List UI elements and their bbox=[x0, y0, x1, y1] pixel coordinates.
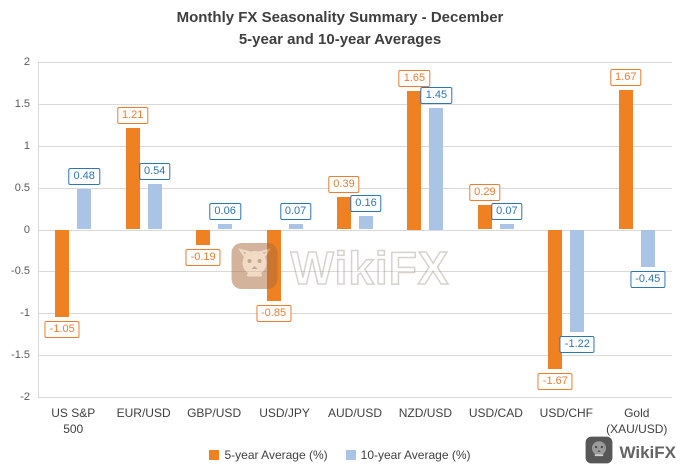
bar-10yr-nzd/usd bbox=[429, 108, 444, 230]
value-label-5yr-usd/cad: 0.29 bbox=[469, 184, 501, 202]
bar-5yr-eur/usd bbox=[125, 128, 140, 230]
y-tick-label-0.5: 0.5 bbox=[14, 181, 30, 194]
x-axis-label-aud/usd: AUD/USD bbox=[327, 406, 382, 420]
bar-5yr-gold-(xau/usd) bbox=[618, 89, 633, 230]
y-tick-label-2: 2 bbox=[23, 56, 30, 68]
gridline-1.5 bbox=[38, 103, 672, 105]
value-label-10yr-nzd/usd: 1.45 bbox=[420, 87, 453, 105]
bar-10yr-gbp/usd bbox=[218, 224, 233, 230]
gridline--1 bbox=[38, 313, 672, 315]
legend-label-5-year: 5-year Average (%) bbox=[224, 448, 328, 462]
x-axis-label-nzd/usd: NZD/USD bbox=[398, 406, 453, 420]
gridline-2 bbox=[38, 62, 672, 63]
x-axis-label-usd/chf: USD/CHF bbox=[539, 406, 593, 420]
y-tick-label--2: -2 bbox=[20, 391, 30, 403]
bar-10yr-aud/usd bbox=[359, 216, 373, 230]
bar-5yr-aud/usd bbox=[337, 196, 351, 230]
x-axis-label-usd/jpy: USD/JPY bbox=[259, 406, 310, 420]
legend-label-10-year: 10-year Average (%) bbox=[360, 448, 471, 462]
value-label-10yr-usd/jpy: 0.07 bbox=[279, 202, 312, 220]
bar-10yr-us-s&p-500 bbox=[77, 189, 92, 230]
x-axis-label-gbp/usd: GBP/USD bbox=[187, 406, 242, 420]
chart-title: Monthly FX Seasonality Summary - Decembe… bbox=[0, 7, 680, 51]
chart-title-line1: Monthly FX Seasonality Summary - Decembe… bbox=[176, 9, 504, 26]
value-label-10yr-gold-(xau/usd): -0.45 bbox=[630, 271, 666, 289]
legend-swatch-5-year bbox=[209, 450, 220, 460]
bar-10yr-usd/chf bbox=[570, 229, 585, 332]
bar-5yr-usd/cad bbox=[477, 205, 492, 230]
y-tick-label-0: 0 bbox=[23, 223, 30, 236]
y-tick-label--1.5: -1.5 bbox=[11, 349, 30, 362]
value-label-5yr-usd/jpy: -0.85 bbox=[256, 304, 292, 322]
value-label-10yr-eur/usd: 0.54 bbox=[138, 163, 171, 181]
bar-5yr-usd/chf bbox=[548, 229, 563, 370]
value-label-10yr-usd/cad: 0.07 bbox=[491, 202, 523, 220]
gridline--1.5 bbox=[38, 355, 672, 357]
value-label-10yr-aud/usd: 0.16 bbox=[350, 195, 382, 213]
y-tick-label-1: 1 bbox=[23, 139, 30, 152]
value-label-5yr-aud/usd: 0.39 bbox=[328, 175, 360, 193]
value-label-5yr-us-s&p-500: -1.05 bbox=[44, 321, 80, 339]
bar-10yr-usd/jpy bbox=[288, 223, 303, 230]
gridline--2 bbox=[38, 397, 672, 398]
x-axis-label-us-s&p-500: US S&P 500 bbox=[51, 406, 96, 436]
x-axis-label-eur/usd: EUR/USD bbox=[116, 406, 171, 420]
y-tick-label-1.5: 1.5 bbox=[14, 97, 30, 110]
gridline-0 bbox=[38, 229, 672, 231]
bar-5yr-usd/jpy bbox=[266, 229, 281, 301]
x-axis-label-usd/cad: USD/CAD bbox=[468, 406, 523, 420]
bar-5yr-us-s&p-500 bbox=[55, 229, 70, 318]
y-axis-line bbox=[38, 62, 39, 397]
legend-swatch-10-year bbox=[345, 450, 356, 460]
wikifx-watermark-text: WikiFX bbox=[290, 241, 450, 295]
chart-title-line2: 5-year and 10-year Averages bbox=[238, 31, 442, 48]
gridline--0.5 bbox=[38, 271, 672, 273]
x-axis-label-gold-(xau/usd): Gold (XAU/USD) bbox=[606, 406, 668, 436]
y-tick-label--1: -1 bbox=[20, 307, 30, 320]
chart-legend: 5-year Average (%) 10-year Average (%) bbox=[0, 448, 680, 462]
bar-10yr-eur/usd bbox=[147, 184, 162, 230]
value-label-10yr-us-s&p-500: 0.48 bbox=[68, 168, 100, 186]
value-label-5yr-usd/chf: -1.67 bbox=[537, 373, 573, 391]
y-tick-label--0.5: -0.5 bbox=[11, 265, 30, 278]
value-label-10yr-gbp/usd: 0.06 bbox=[209, 203, 241, 221]
bar-10yr-usd/cad bbox=[499, 223, 514, 230]
value-label-5yr-gbp/usd: -0.19 bbox=[185, 249, 221, 267]
value-label-5yr-eur/usd: 1.21 bbox=[116, 107, 149, 125]
legend-item-5-year: 5-year Average (%) bbox=[209, 448, 328, 462]
value-label-5yr-gold-(xau/usd): 1.67 bbox=[610, 68, 642, 86]
legend-item-10-year: 10-year Average (%) bbox=[345, 448, 471, 462]
bar-5yr-nzd/usd bbox=[407, 91, 422, 230]
value-label-10yr-usd/chf: -1.22 bbox=[559, 335, 595, 353]
wikifx-watermark: WikiFX bbox=[231, 241, 450, 295]
bar-10yr-gold-(xau/usd) bbox=[640, 229, 655, 268]
bar-5yr-gbp/usd bbox=[196, 229, 211, 246]
gridline-1 bbox=[38, 145, 672, 147]
value-label-5yr-nzd/usd: 1.65 bbox=[398, 70, 431, 88]
